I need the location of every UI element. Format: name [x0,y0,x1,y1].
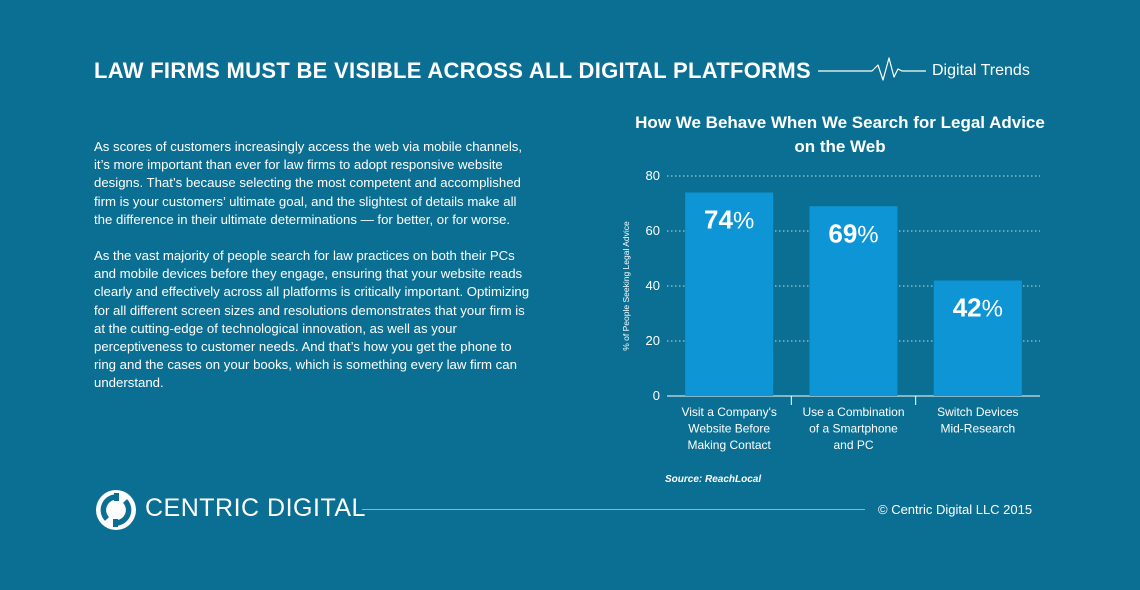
footer-divider [362,509,865,510]
brand-name: CENTRIC DIGITAL [145,494,366,522]
chart-title: How We Behave When We Search for Legal A… [635,113,1045,156]
x-tick-label: Making Contact [687,438,771,452]
body-text: As scores of customers increasingly acce… [94,138,534,411]
bar-value-label: 42% [953,293,1003,323]
x-tick-label: Mid-Research [940,422,1015,436]
x-tick-label: of a Smartphone [809,422,898,436]
y-tick-label: 40 [646,278,660,293]
x-tick-label: Switch Devices [937,405,1018,419]
x-tick-label: Use a Combination [802,405,904,419]
y-tick-label: 60 [646,223,660,238]
y-tick-label: 20 [646,333,660,348]
page-title: LAW FIRMS MUST BE VISIBLE ACROSS ALL DIG… [94,58,811,83]
centric-digital-logo-icon [96,490,136,530]
bar [933,280,1022,396]
header-tag: Digital Trends [932,62,1030,79]
bar-value-label: 69% [828,218,878,248]
heartbeat-line-icon [818,57,926,81]
bar [809,206,898,396]
bar [685,192,774,396]
bar-chart: 0 20 40 60 80 % of People Seeking Legal Advic… [621,168,1040,452]
y-axis-label: % of People Seeking Legal Advice [621,221,631,351]
x-tick-label: Visit a Company's [681,405,776,419]
body-paragraph: As scores of customers increasingly acce… [94,139,523,227]
copyright: © Centric Digital LLC 2015 [878,502,1033,517]
x-tick-label: Website Before [688,422,770,436]
x-tick-label: and PC [833,438,873,452]
y-tick-label: 80 [646,168,660,183]
body-paragraph: As the vast majority of people search fo… [94,248,530,391]
chart-source: Source: ReachLocal [665,474,762,485]
bar-value-label: 74% [704,205,754,235]
y-tick-label: 0 [653,388,660,403]
